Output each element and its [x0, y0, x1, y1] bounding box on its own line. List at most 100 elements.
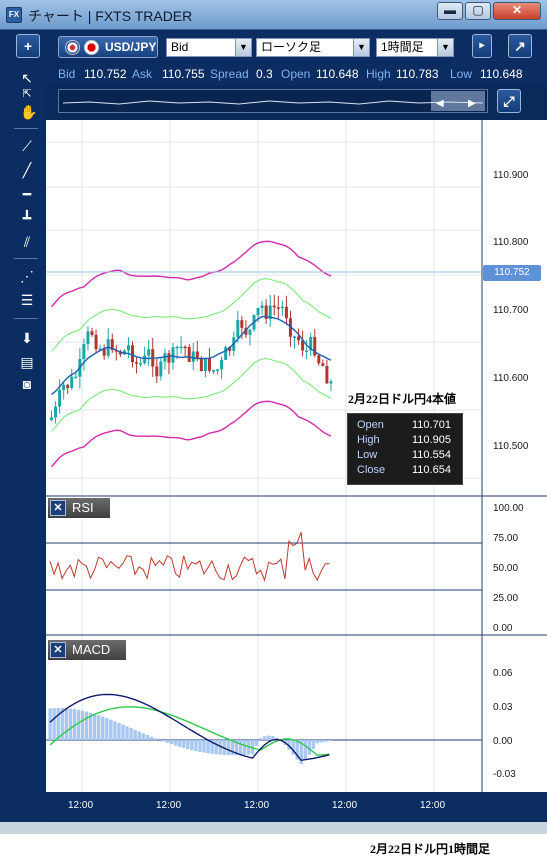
macd-histogram-bar	[271, 735, 275, 740]
macd-histogram-bar	[92, 713, 97, 740]
rsi-panel	[46, 532, 482, 591]
macd-histogram-bar	[145, 734, 149, 740]
candle-body	[216, 369, 220, 371]
close-macd-icon[interactable]: ✕	[50, 642, 66, 658]
candle-body	[220, 359, 224, 370]
candle-body	[293, 336, 296, 339]
us-flag-icon	[65, 40, 80, 55]
bollinger-upper	[50, 240, 332, 308]
detach-button[interactable]: ↗	[508, 34, 532, 58]
trend-tool-icon[interactable]: ⟋	[22, 138, 32, 154]
macd-histogram-bar	[56, 707, 60, 740]
macd-histogram-bar	[303, 740, 307, 760]
candle-body	[58, 390, 62, 407]
candle-body	[135, 362, 139, 364]
maximize-button[interactable]: ▢	[465, 2, 491, 20]
chart-area[interactable]	[46, 120, 547, 820]
timeframe-select[interactable]: 1時間足 ▼	[376, 38, 454, 57]
macd-tick: 0.03	[493, 702, 513, 713]
macd-histogram-bar	[210, 740, 214, 754]
ohlc-open-label: Open	[357, 419, 384, 431]
macd-tick: 0.00	[493, 736, 513, 747]
vertical-line-icon[interactable]: ┻	[22, 210, 32, 226]
macd-histogram-bar	[109, 719, 113, 740]
candle-body	[147, 349, 151, 356]
symbol-selector[interactable]: USD/JPY	[58, 36, 158, 58]
macd-histogram-bar	[299, 740, 303, 765]
candle-body	[187, 347, 191, 362]
add-chart-button[interactable]: +	[16, 34, 40, 58]
bollinger-inner-upper	[51, 278, 332, 352]
macd-histogram-bar	[117, 722, 121, 740]
macd-histogram-bar	[202, 740, 206, 753]
pointer-icon[interactable]: ↖	[21, 70, 33, 86]
macd-histogram-bar	[149, 736, 154, 740]
navigator-window[interactable]	[431, 91, 485, 111]
candle-body	[155, 366, 159, 377]
candle-body	[329, 381, 333, 384]
candle-body	[325, 365, 329, 384]
macd-histogram-bar	[295, 740, 299, 760]
list-icon[interactable]: ▤	[20, 354, 34, 370]
price-axis	[482, 120, 547, 800]
candle-body	[272, 305, 276, 308]
open-label: Open	[281, 67, 311, 81]
candle-body	[207, 358, 211, 371]
drawing-tools-bar: ↖ ⇱ ✋ ⟋ ╱ ━ ┻ ⫽ ⋰ ☰ ⬇ ▤ ◙	[0, 62, 46, 830]
macd-histogram-bar	[105, 718, 109, 740]
bollinger-bands	[46, 240, 482, 468]
time-tick: 12:00	[156, 800, 182, 811]
price-type-select[interactable]: Bid ▼	[166, 38, 252, 57]
macd-histogram-bar	[190, 740, 194, 751]
candle-body	[86, 331, 90, 345]
candle-body	[297, 336, 301, 341]
close-rsi-icon[interactable]: ✕	[50, 500, 66, 516]
zoom-fit-icon[interactable]: ⤢	[497, 89, 521, 113]
candle-body	[280, 306, 284, 309]
close-button[interactable]: ✕	[493, 2, 541, 20]
horizontal-line-icon[interactable]: ━	[22, 186, 32, 202]
bollinger-inner-lower	[51, 358, 332, 432]
macd-histogram-bar	[113, 721, 117, 740]
macd-histogram-bar	[68, 708, 73, 740]
quote-bar: Bid 110.752 Ask 110.755 Spread 0.3 Open …	[46, 63, 547, 85]
candle-body	[143, 355, 147, 364]
bid-label: Bid	[58, 67, 76, 81]
macd-name: MACD	[72, 642, 111, 657]
channel-tool-icon[interactable]: ⫽	[23, 234, 31, 250]
candle-body	[98, 348, 102, 351]
camera-icon[interactable]: ◙	[22, 376, 32, 392]
candle-body	[126, 345, 130, 351]
macd-histogram-bar	[88, 712, 93, 740]
macd-histogram-bar	[169, 740, 174, 745]
minimize-button[interactable]: ▬	[437, 2, 463, 20]
candle-body	[195, 351, 199, 359]
price-tick: 110.600	[493, 373, 529, 384]
macd-histogram-bar	[198, 740, 202, 752]
crosshair-pointer-icon[interactable]: ⇱	[22, 88, 32, 100]
panel-toggle-button[interactable]: ▸	[472, 34, 492, 58]
candle-body	[244, 327, 248, 335]
candle-body	[175, 346, 179, 349]
macd-panel-header: ✕ MACD	[48, 640, 126, 660]
macd-line	[49, 693, 330, 762]
price-type-value: Bid	[171, 40, 189, 54]
candle-body	[179, 346, 183, 349]
ask-value: 110.755	[162, 67, 205, 81]
time-navigator[interactable]: ◀ ▶	[58, 89, 488, 113]
candle-body	[66, 384, 70, 388]
price-tick: 110.500	[493, 441, 529, 452]
candle-body	[54, 406, 58, 418]
macd-histogram-bar	[315, 740, 320, 744]
fibonacci-retracement-icon[interactable]: ☰	[20, 292, 34, 308]
line-tool-icon[interactable]: ╱	[22, 162, 32, 178]
chevron-down-icon: ▼	[353, 39, 369, 56]
macd-histogram-bar	[267, 735, 271, 740]
chart-toolbar: + USD/JPY Bid ▼ ローソク足 ▼ 1時間足 ▼ ▸ ↗	[0, 30, 547, 62]
download-icon[interactable]: ⬇	[21, 330, 33, 346]
hand-icon[interactable]: ✋	[20, 104, 38, 120]
chart-type-select[interactable]: ローソク足 ▼	[256, 38, 370, 57]
candle-body	[110, 339, 114, 351]
fibonacci-fan-icon[interactable]: ⋰	[20, 268, 34, 284]
ohlc-open-value: 110.701	[412, 419, 451, 431]
